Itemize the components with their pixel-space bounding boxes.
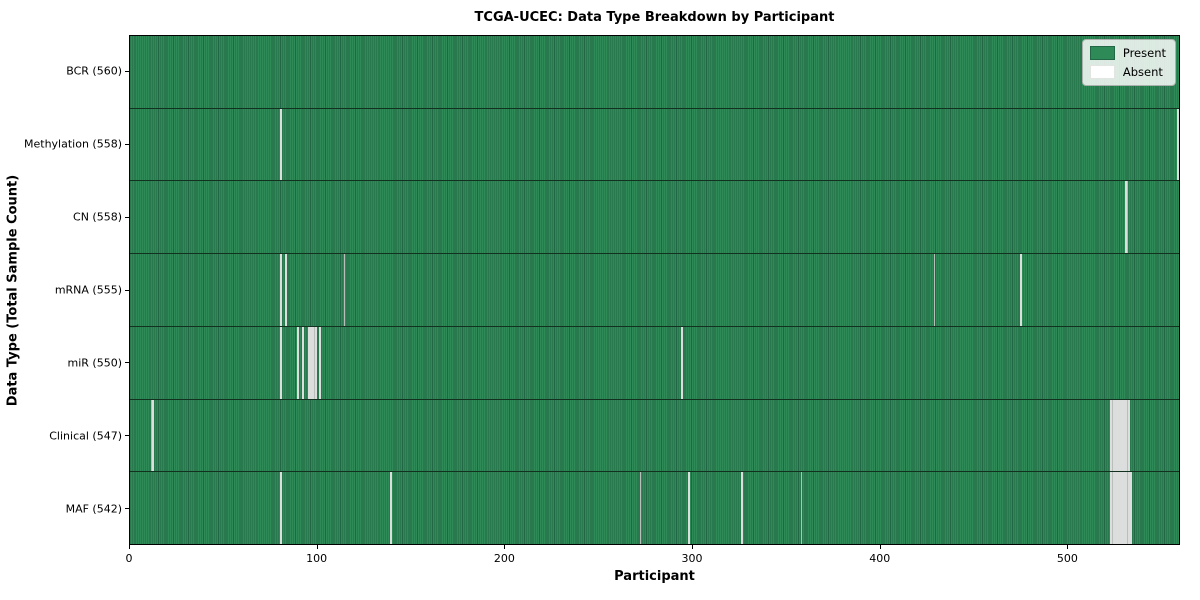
- absent-cell: [279, 254, 282, 326]
- legend-item-present: Present: [1089, 46, 1166, 60]
- absent-cell: [152, 399, 155, 472]
- present-swatch-icon: [1089, 46, 1115, 60]
- y-tick-mark: [125, 289, 129, 291]
- absent-cell: [311, 326, 314, 399]
- y-tick-mark: [125, 435, 129, 437]
- x-tick-label-500: 500: [1056, 552, 1078, 565]
- absent-cell: [279, 472, 282, 545]
- absent-cell: [1117, 399, 1120, 472]
- absent-cell: [1120, 399, 1123, 472]
- absent-cell: [319, 326, 322, 399]
- absent-cell: [1122, 399, 1125, 472]
- x-tick-mark: [316, 545, 318, 549]
- chart-title: TCGA-UCEC: Data Type Breakdown by Partic…: [474, 10, 835, 25]
- x-tick-label-0: 0: [125, 552, 133, 565]
- heatmap-plot-area: Present Absent: [129, 35, 1180, 545]
- absent-cell: [1126, 472, 1129, 545]
- absent-cell: [1113, 399, 1116, 472]
- y-tick-mark: [125, 143, 129, 145]
- legend-present-label: Present: [1122, 46, 1166, 60]
- absent-cell: [1119, 399, 1121, 472]
- heatmap-row-methylation: [130, 107, 1179, 181]
- absent-cell: [1130, 472, 1133, 545]
- absent-cell: [1122, 472, 1125, 545]
- heatmap-row-cn: [130, 180, 1179, 254]
- x-tick-label-100: 100: [306, 552, 328, 565]
- absent-cell: [315, 326, 318, 399]
- legend-item-absent: Absent: [1089, 65, 1166, 79]
- x-tick-label-400: 400: [869, 552, 891, 565]
- absent-cell: [1113, 472, 1116, 545]
- absent-cell: [150, 399, 153, 472]
- heatmap-row-mrna: [130, 253, 1179, 326]
- y-tick-label-clinical: Clinical (547): [49, 429, 122, 443]
- absent-cell: [1177, 108, 1179, 181]
- legend: Present Absent: [1081, 39, 1176, 86]
- absent-cell: [1126, 399, 1129, 472]
- y-tick-label-methylation: Methylation (558): [24, 137, 122, 151]
- x-tick-label-300: 300: [681, 552, 703, 565]
- absent-cell: [296, 326, 299, 399]
- y-tick-mark: [125, 508, 129, 510]
- x-tick-mark: [879, 545, 881, 549]
- absent-cell: [800, 472, 803, 545]
- absent-cell: [1109, 399, 1112, 472]
- y-tick-mark: [125, 70, 129, 72]
- y-axis-title: Data Type (Total Sample Count): [5, 174, 21, 407]
- absent-cell: [680, 326, 683, 399]
- heatmap-row-clinical: [130, 398, 1179, 472]
- heatmap-row-maf: [130, 471, 1179, 545]
- absent-cell: [390, 472, 393, 545]
- x-tick-mark: [1067, 545, 1069, 549]
- absent-cell: [313, 326, 316, 399]
- absent-cell: [1128, 399, 1131, 472]
- absent-cell: [343, 254, 346, 326]
- y-tick-mark: [125, 216, 129, 218]
- absent-cell: [1111, 399, 1114, 472]
- absent-cell: [1126, 181, 1129, 254]
- y-tick-label-mrna: mRNA (555): [54, 283, 122, 297]
- absent-cell: [309, 326, 312, 399]
- absent-cell: [1124, 399, 1127, 472]
- absent-cell: [1124, 472, 1127, 545]
- heatmap-row-bcr: [130, 36, 1179, 108]
- x-axis-title: Participant: [614, 569, 695, 584]
- absent-cell: [1128, 472, 1131, 545]
- absent-cell: [1109, 472, 1112, 545]
- absent-cell: [285, 254, 288, 326]
- absent-cell: [1119, 472, 1121, 545]
- absent-swatch-icon: [1089, 65, 1115, 79]
- absent-cell: [279, 108, 282, 181]
- x-tick-mark: [692, 545, 694, 549]
- x-tick-label-200: 200: [493, 552, 515, 565]
- legend-absent-label: Absent: [1122, 65, 1163, 79]
- absent-cell: [1120, 472, 1123, 545]
- absent-cell: [933, 254, 936, 326]
- y-tick-label-bcr: BCR (560): [66, 64, 122, 78]
- absent-cell: [1124, 181, 1127, 254]
- y-tick-label-mir: miR (550): [67, 356, 123, 370]
- x-tick-mark: [129, 545, 130, 549]
- absent-cell: [1111, 472, 1114, 545]
- absent-cell: [1115, 399, 1118, 472]
- y-tick-label-cn: CN (558): [73, 210, 122, 224]
- absent-cell: [639, 472, 642, 545]
- absent-cell: [1115, 472, 1118, 545]
- heatmap-row-mir: [130, 325, 1179, 399]
- absent-cell: [1117, 472, 1120, 545]
- y-tick-mark: [125, 362, 129, 364]
- x-tick-mark: [504, 545, 506, 549]
- absent-cell: [302, 326, 305, 399]
- y-tick-label-maf: MAF (542): [65, 502, 122, 516]
- absent-cell: [307, 326, 310, 399]
- absent-cell: [279, 326, 282, 399]
- absent-cell: [688, 472, 691, 545]
- absent-cell: [740, 472, 743, 545]
- absent-cell: [1019, 254, 1022, 326]
